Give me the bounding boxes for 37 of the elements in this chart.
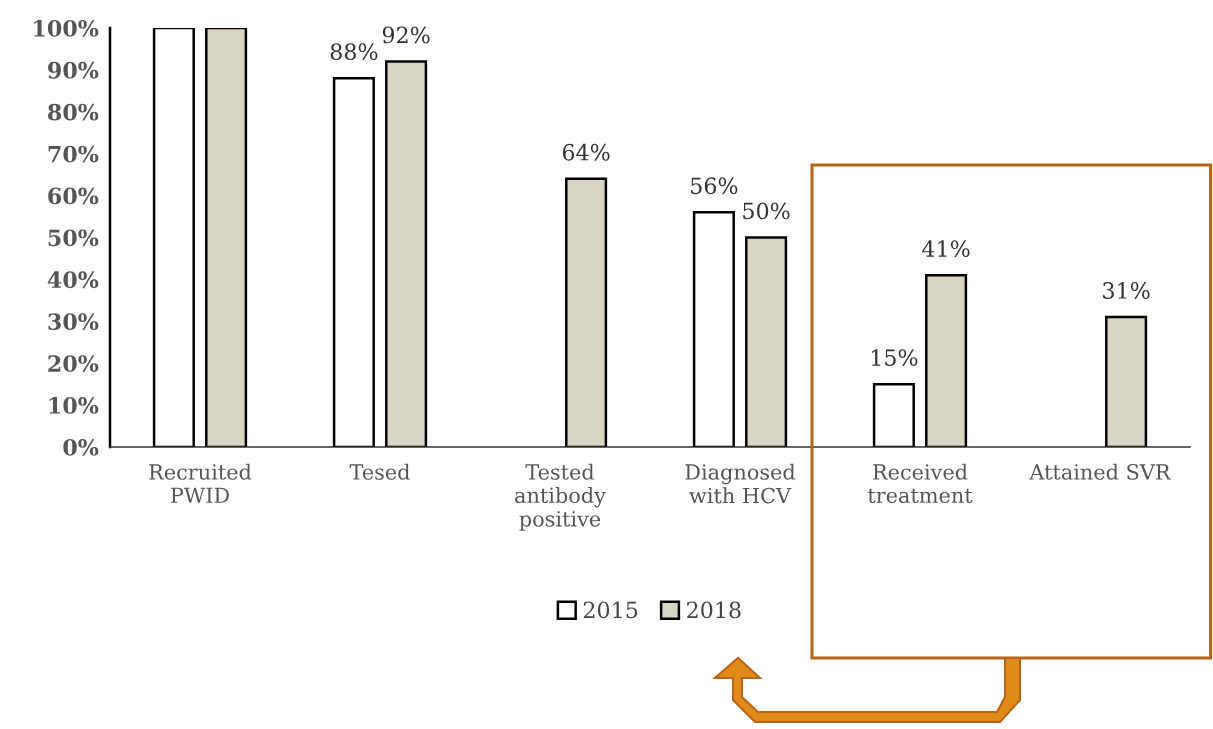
- bar: [1105, 315, 1148, 447]
- y-tick-label: 20%: [48, 355, 99, 372]
- y-tick-label: 50%: [48, 229, 99, 247]
- data-label: 15%: [871, 349, 918, 366]
- bar: [385, 60, 428, 447]
- legend-label: 2015: [583, 601, 638, 619]
- data-label: 31%: [1103, 282, 1150, 299]
- bar: [925, 273, 968, 447]
- bar: [205, 28, 248, 447]
- bar: [152, 28, 195, 447]
- data-label: 64%: [562, 143, 610, 161]
- data-label: 41%: [922, 240, 970, 258]
- x-tick-label: Received treatment: [867, 463, 973, 504]
- data-label: 56%: [691, 177, 738, 195]
- y-tick-label: 80%: [48, 103, 99, 121]
- data-label: 88%: [330, 43, 378, 61]
- y-tick-label: 90%: [48, 61, 99, 79]
- x-tick-label: Tesed: [349, 463, 410, 480]
- y-tick-label: 100%: [34, 19, 99, 37]
- y-tick-label: 60%: [48, 187, 99, 205]
- bar: [872, 382, 915, 447]
- bar: [565, 177, 608, 447]
- bar: [745, 236, 788, 447]
- y-tick-label: 10%: [49, 397, 99, 414]
- y-tick-label: 70%: [48, 145, 99, 163]
- x-tick-label: Recruited PWID: [149, 463, 252, 503]
- data-label: 92%: [382, 26, 430, 44]
- x-tick-label: Diagnosed with HCV: [685, 463, 796, 504]
- y-tick-label: 40%: [47, 271, 99, 289]
- y-tick-label: 30%: [48, 313, 99, 331]
- bar: [332, 77, 375, 447]
- legend-label: 2018: [687, 601, 741, 619]
- bar: [692, 211, 735, 447]
- x-tick-label: Attained SVR: [1029, 463, 1172, 480]
- data-label: 50%: [743, 202, 790, 220]
- y-tick-label: 0%: [63, 438, 99, 456]
- x-tick-label: Tested antibody positive: [515, 463, 606, 531]
